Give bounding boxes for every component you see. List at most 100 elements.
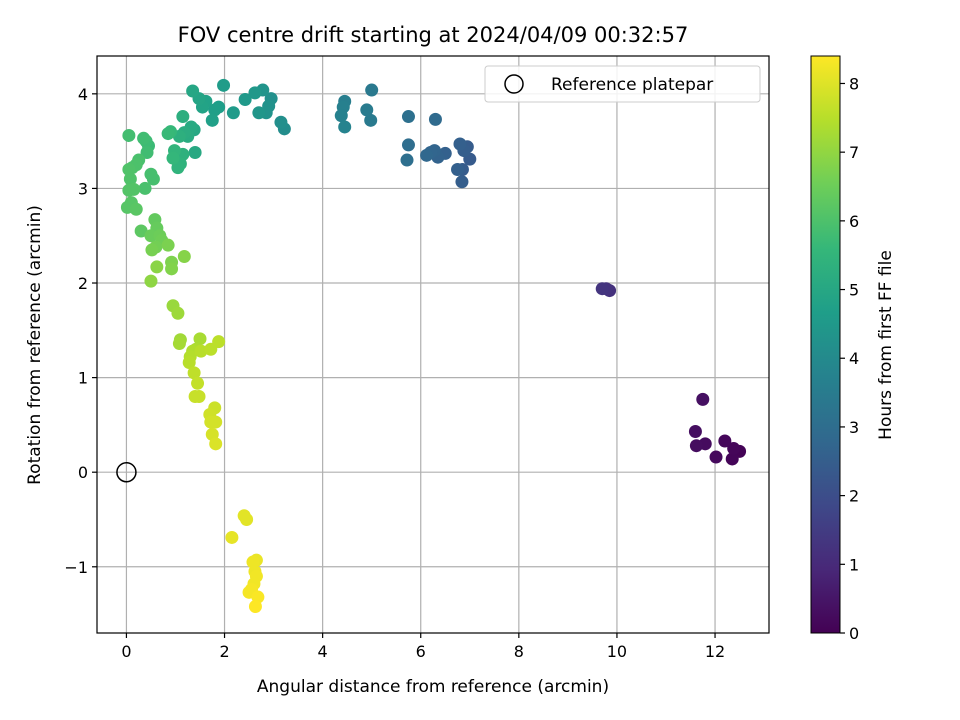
data-point (138, 181, 152, 195)
data-point (171, 306, 185, 320)
data-point (688, 425, 702, 439)
y-tick-label: 0 (78, 463, 88, 482)
x-axis-ticks: 0 2 4 6 8 10 12 (121, 633, 725, 661)
data-point (226, 106, 240, 120)
data-point (187, 366, 201, 380)
data-point (194, 344, 208, 358)
reference-marker (116, 461, 137, 483)
plot-frame (96, 55, 770, 634)
reference-point (116, 461, 137, 483)
data-point (209, 437, 223, 451)
legend: Reference platepar (484, 65, 761, 103)
data-point (186, 84, 200, 98)
y-tick-label: 1 (78, 369, 88, 388)
y-axis-label: Rotation from reference (arcmin) (25, 205, 45, 485)
x-tick-label: 0 (121, 642, 131, 661)
x-tick-label: 2 (219, 642, 229, 661)
data-point (144, 167, 158, 181)
data-point (205, 113, 219, 127)
data-point (274, 115, 288, 129)
data-point (428, 112, 442, 126)
data-point (451, 163, 465, 177)
x-tick-label: 6 (416, 642, 426, 661)
chart-title: FOV centre drift starting at 2024/04/09 … (178, 23, 689, 47)
data-point (193, 332, 207, 346)
colorbar-tick-label: 4 (849, 349, 859, 368)
data-point (172, 337, 186, 351)
data-point (360, 103, 374, 117)
data-point (150, 260, 164, 274)
data-point (166, 151, 180, 165)
data-point (182, 355, 196, 369)
colorbar: 0 1 2 3 4 5 6 7 8 Hours from first FF file (810, 55, 896, 643)
data-point (696, 392, 710, 406)
data-point (252, 106, 266, 120)
colorbar-label: Hours from first FF file (876, 250, 896, 440)
data-point (248, 86, 262, 100)
data-point (165, 262, 179, 276)
data-point (122, 183, 136, 197)
legend-label: Reference platepar (551, 75, 713, 95)
data-point (453, 137, 467, 151)
data-point (134, 224, 148, 238)
y-tick-label: 4 (78, 85, 88, 104)
y-tick-label: 2 (78, 274, 88, 293)
data-point (709, 450, 723, 464)
data-point (225, 530, 239, 544)
data-point (208, 103, 222, 117)
data-point (144, 274, 158, 288)
data-point (727, 442, 741, 456)
colorbar-tick-label: 7 (849, 143, 859, 162)
y-tick-label: −1 (64, 558, 88, 577)
data-point (177, 250, 191, 264)
legend-marker-icon (504, 74, 524, 94)
data-point (140, 145, 154, 159)
x-tick-label: 4 (318, 642, 328, 661)
data-point (334, 109, 348, 123)
x-axis-label: Angular distance from reference (arcmin) (257, 677, 609, 697)
data-point (217, 78, 231, 92)
data-point (238, 93, 252, 107)
colorbar-tick-label: 0 (849, 624, 859, 643)
data-point (209, 415, 223, 429)
data-point (123, 172, 137, 186)
colorbar-tick-label: 5 (849, 281, 859, 300)
data-point (191, 376, 205, 390)
x-tick-label: 10 (607, 642, 627, 661)
data-points (120, 78, 747, 614)
data-point (129, 202, 143, 216)
data-point (161, 127, 175, 141)
data-point (145, 243, 159, 257)
data-point (192, 390, 206, 404)
colorbar-tick-label: 1 (849, 555, 859, 574)
y-axis-ticks: −1 0 1 2 3 4 (64, 85, 97, 577)
data-point (725, 452, 739, 466)
data-point (248, 600, 262, 614)
data-point (212, 335, 226, 349)
data-point (401, 110, 415, 124)
colorbar-tick-label: 2 (849, 487, 859, 506)
data-point (176, 110, 190, 124)
data-point (718, 434, 732, 448)
data-point (137, 131, 151, 145)
data-point (365, 83, 379, 97)
data-point (400, 153, 414, 167)
colorbar-tick-label: 8 (849, 74, 859, 93)
data-point (188, 145, 202, 159)
data-point (420, 148, 434, 162)
data-point (455, 175, 469, 189)
data-point (689, 439, 703, 453)
data-point (122, 128, 136, 142)
data-point (401, 138, 415, 152)
x-tick-label: 8 (514, 642, 524, 661)
data-point (240, 512, 254, 526)
colorbar-tick-label: 6 (849, 212, 859, 231)
colorbar-ticks: 0 1 2 3 4 5 6 7 8 (840, 74, 859, 643)
y-tick-label: 3 (78, 179, 88, 198)
data-point (364, 113, 378, 127)
x-tick-label: 12 (705, 642, 725, 661)
data-point (338, 120, 352, 134)
data-point (161, 238, 175, 252)
data-point (595, 282, 609, 296)
